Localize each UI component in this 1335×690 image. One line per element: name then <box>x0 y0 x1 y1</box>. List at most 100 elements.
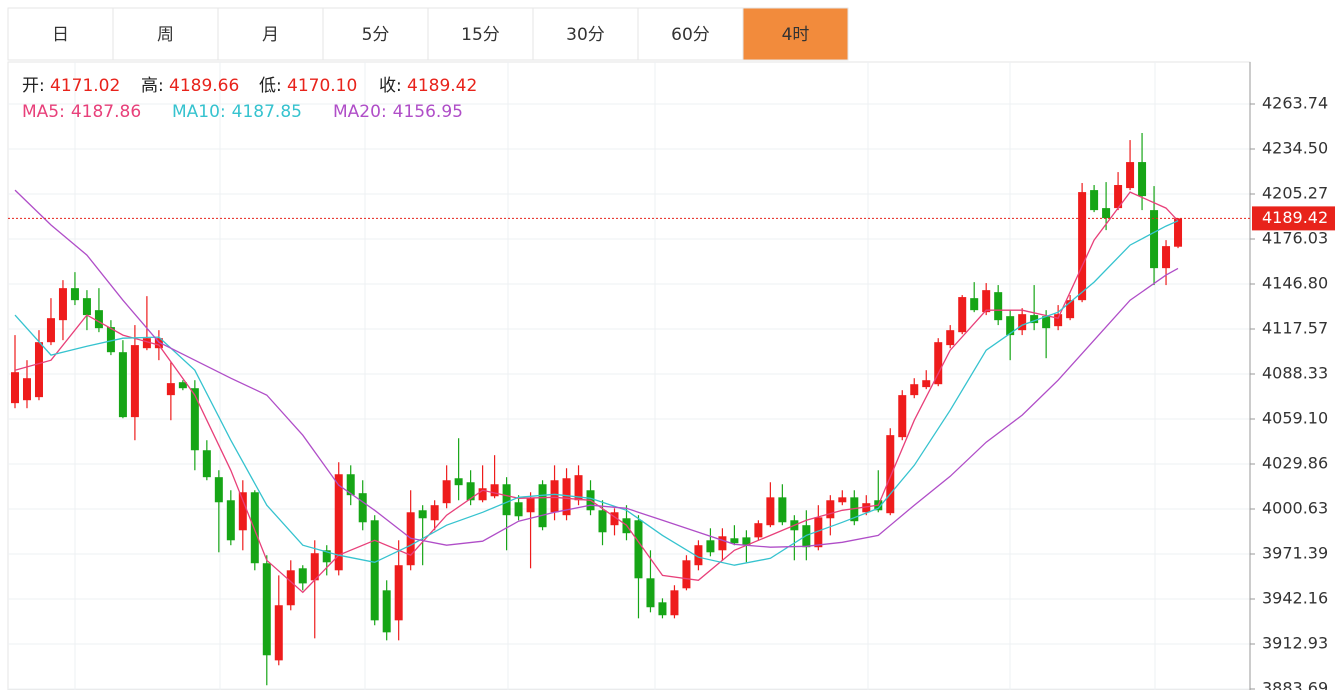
candle-body <box>958 297 967 333</box>
candle-body <box>322 550 331 563</box>
candle-body <box>550 480 559 513</box>
candle-body <box>418 510 427 519</box>
candle-body <box>682 560 691 589</box>
candle-body <box>190 388 199 451</box>
candle-body <box>430 505 439 521</box>
candle-body <box>106 327 115 353</box>
tab-label[interactable]: 日 <box>52 25 69 45</box>
candle-body <box>598 510 607 533</box>
candle-body <box>802 525 811 548</box>
candle-body <box>1114 185 1123 209</box>
y-tick-label: 4117.57 <box>1262 318 1328 337</box>
y-tick-label: 4000.63 <box>1262 498 1328 517</box>
candle-body <box>1042 316 1051 329</box>
candle-body <box>382 590 391 633</box>
tab-label[interactable]: 15分 <box>461 25 500 45</box>
ohlc-value: 4171.02 <box>50 76 120 96</box>
candle-body <box>694 545 703 566</box>
candle-body <box>982 290 991 313</box>
candle-body <box>358 493 367 523</box>
candle-body <box>922 380 931 388</box>
candle-body <box>718 536 727 551</box>
candle-body <box>886 435 895 514</box>
ma-name: MA5 <box>22 102 59 122</box>
candle-body <box>1078 192 1087 301</box>
candle-body <box>490 484 499 497</box>
candle-body <box>862 503 871 513</box>
candle-body <box>1102 208 1111 219</box>
candle-body <box>58 288 67 321</box>
ma-line <box>14 189 1179 548</box>
ma-separator: : <box>220 102 226 122</box>
candle-body <box>34 342 43 398</box>
tab-button[interactable] <box>742 7 849 61</box>
tab-label[interactable]: 月 <box>262 25 279 45</box>
tab-label[interactable]: 周 <box>157 25 174 45</box>
tab-button[interactable] <box>322 7 429 61</box>
candle-body <box>274 605 283 661</box>
candle-body <box>1054 314 1063 327</box>
candle-body <box>814 517 823 548</box>
y-tick-label: 3942.16 <box>1262 588 1328 607</box>
candle-body <box>118 352 127 418</box>
candle-body <box>166 383 175 396</box>
candle-body <box>730 538 739 544</box>
candle-body <box>538 484 547 528</box>
ohlc-label: 高: <box>141 76 164 96</box>
candle-body <box>250 492 259 564</box>
y-tick-label: 4234.50 <box>1262 139 1328 158</box>
candle-body <box>1090 190 1099 211</box>
candle-body <box>286 570 295 606</box>
candle-body <box>1162 246 1171 269</box>
tab-button[interactable] <box>427 7 534 61</box>
candle-body <box>514 502 523 517</box>
ma-legend: MA20: 4156.95 <box>333 102 463 122</box>
candle-body <box>1150 210 1159 269</box>
y-tick-label: 4029.86 <box>1262 454 1328 473</box>
tab-label[interactable]: 5分 <box>362 25 390 45</box>
candle-body <box>1138 162 1147 197</box>
ma-value: 4187.86 <box>71 102 141 122</box>
candle-body <box>934 342 943 385</box>
candle-body <box>94 310 103 329</box>
candle-body <box>442 480 451 504</box>
last-price-tag <box>1252 206 1335 231</box>
candle-body <box>562 478 571 516</box>
ma-separator: : <box>381 102 387 122</box>
candle-body <box>466 482 475 501</box>
candle-body <box>778 497 787 523</box>
y-tick-label: 3971.39 <box>1262 544 1328 563</box>
last-price-label: 4189.42 <box>1262 208 1328 227</box>
ohlc-label: 低: <box>259 76 282 96</box>
candle-body <box>202 450 211 478</box>
y-tick-label: 4088.33 <box>1262 363 1328 382</box>
ma-line <box>14 220 1179 566</box>
tab-button[interactable] <box>112 7 219 61</box>
candle-body <box>994 292 1003 321</box>
y-tick-label: 3912.93 <box>1262 633 1328 652</box>
tab-button[interactable] <box>7 7 114 61</box>
tab-label[interactable]: 30分 <box>566 25 605 45</box>
ma-name: MA20 <box>333 102 381 122</box>
candle-body <box>262 563 271 656</box>
candle-body <box>70 288 79 301</box>
candle-body <box>1030 315 1039 324</box>
candle-body <box>670 590 679 616</box>
tab-button[interactable] <box>217 7 324 61</box>
tab-label[interactable]: 60分 <box>671 25 710 45</box>
ohlc-value: 4189.66 <box>169 76 239 96</box>
candle-body <box>526 498 535 513</box>
ma-line <box>14 191 1179 594</box>
tab-button[interactable] <box>532 7 639 61</box>
candle-body <box>1018 314 1027 331</box>
ma-value: 4156.95 <box>393 102 463 122</box>
ma-value: 4187.85 <box>232 102 302 122</box>
candle-body <box>46 318 55 343</box>
candle-body <box>574 475 583 501</box>
ma-legend: MA5: 4187.86 <box>22 102 141 122</box>
candle-body <box>334 474 343 571</box>
ohlc-value: 4189.42 <box>407 76 477 96</box>
tab-button[interactable] <box>637 7 744 61</box>
y-tick-label: 3883.69 <box>1262 678 1328 690</box>
tab-label[interactable]: 4时 <box>782 25 810 45</box>
